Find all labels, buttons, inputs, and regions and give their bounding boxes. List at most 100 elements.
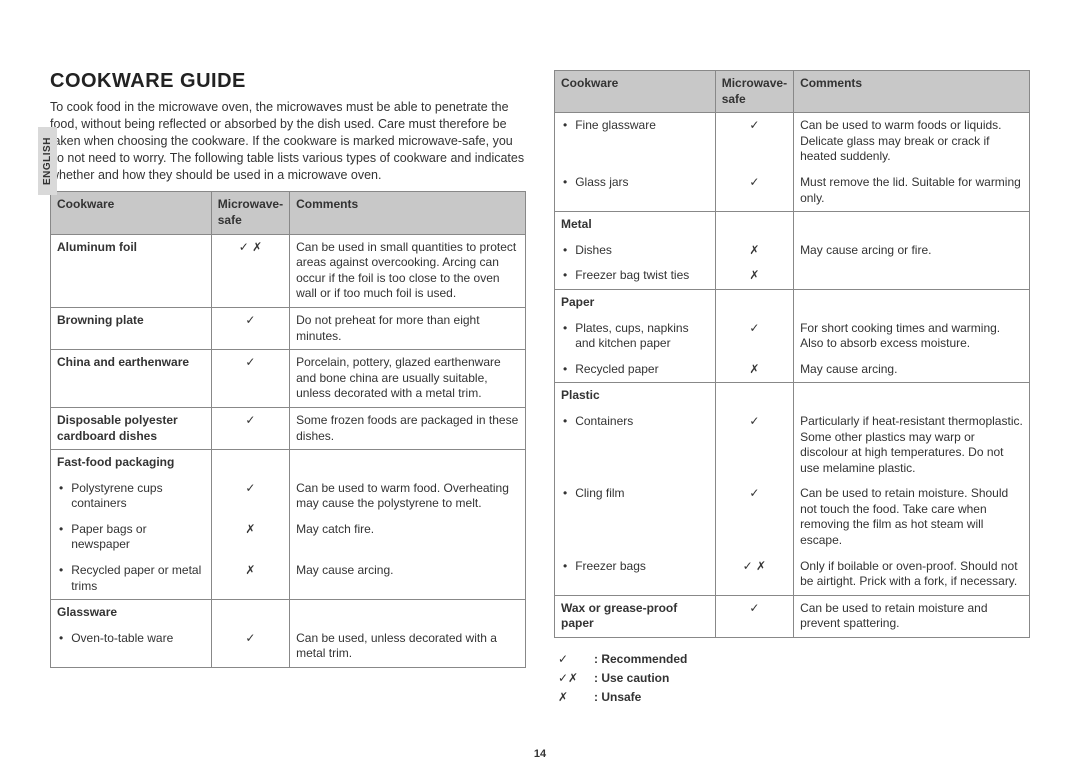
- legend-text: : Unsafe: [594, 688, 641, 707]
- cell-cookware: Metal: [555, 212, 716, 238]
- cell-safe: ✓: [211, 476, 289, 517]
- cell-safe: ✓: [211, 350, 289, 408]
- cell-safe: ✓ ✗: [211, 234, 289, 307]
- table-row: Oven-to-table ware✓Can be used, unless d…: [51, 626, 526, 668]
- cell-cookware: Fast-food packaging: [51, 450, 212, 476]
- cell-comments: Must remove the lid. Suitable for warmin…: [794, 170, 1030, 212]
- left-column: COOKWARE GUIDE To cook food in the micro…: [50, 70, 526, 708]
- intro-paragraph: To cook food in the microwave oven, the …: [50, 99, 526, 183]
- table-row: Recycled paper✗May cause arcing.: [555, 357, 1030, 383]
- cell-cookware: Containers: [555, 409, 716, 481]
- table-header-row: Cookware Microwave-safe Comments: [555, 71, 1030, 113]
- cell-cookware: Plates, cups, napkins and kitchen paper: [555, 316, 716, 357]
- table-row: Cling film✓Can be used to retain moistur…: [555, 481, 1030, 553]
- cell-comments: Do not preheat for more than eight minut…: [290, 307, 526, 349]
- cell-cookware: Aluminum foil: [51, 234, 212, 307]
- table-row: Containers✓Particularly if heat-resistan…: [555, 409, 1030, 481]
- table-row: China and earthenware✓Porcelain, pottery…: [51, 350, 526, 408]
- cell-safe: ✓ ✗: [715, 554, 793, 596]
- table-header-row: Cookware Microwave-safe Comments: [51, 192, 526, 234]
- table-row: Fast-food packaging: [51, 450, 526, 476]
- cell-safe: ✓: [715, 481, 793, 553]
- table-row: Paper bags or newspaper✗May catch fire.: [51, 517, 526, 558]
- cell-comments: Can be used to retain moisture. Should n…: [794, 481, 1030, 553]
- legend-text: : Use caution: [594, 669, 669, 688]
- cell-safe: [715, 289, 793, 315]
- cell-safe: [715, 212, 793, 238]
- table-row: Freezer bag twist ties✗: [555, 263, 1030, 289]
- cell-comments: [794, 212, 1030, 238]
- table-row: Fine glassware✓Can be used to warm foods…: [555, 113, 1030, 170]
- cell-comments: [290, 600, 526, 626]
- manual-page: ENGLISH COOKWARE GUIDE To cook food in t…: [0, 0, 1080, 782]
- table-row: Browning plate✓Do not preheat for more t…: [51, 307, 526, 349]
- cell-cookware: Oven-to-table ware: [51, 626, 212, 668]
- language-tab: ENGLISH: [38, 127, 57, 195]
- col-header-safe: Microwave-safe: [211, 192, 289, 234]
- table-row: Polystyrene cups containers✓Can be used …: [51, 476, 526, 517]
- cell-comments: Can be used in small quantities to prote…: [290, 234, 526, 307]
- cell-comments: May cause arcing.: [290, 558, 526, 600]
- page-title: COOKWARE GUIDE: [50, 70, 526, 93]
- cell-cookware: Paper bags or newspaper: [51, 517, 212, 558]
- cell-safe: ✓: [715, 170, 793, 212]
- cell-safe: ✓: [715, 316, 793, 357]
- cell-comments: [794, 263, 1030, 289]
- cell-cookware: Recycled paper: [555, 357, 716, 383]
- legend: ✓ : Recommended ✓✗ : Use caution ✗ : Uns…: [554, 650, 1030, 708]
- right-column: Cookware Microwave-safe Comments Fine gl…: [554, 70, 1030, 708]
- legend-row: ✓✗ : Use caution: [554, 669, 1030, 688]
- cell-cookware: Freezer bag twist ties: [555, 263, 716, 289]
- cell-safe: ✗: [211, 517, 289, 558]
- cell-cookware: Glassware: [51, 600, 212, 626]
- table-row: Aluminum foil✓ ✗Can be used in small qua…: [51, 234, 526, 307]
- table-row: Wax or grease-proof paper✓Can be used to…: [555, 595, 1030, 637]
- cell-cookware: Wax or grease-proof paper: [555, 595, 716, 637]
- cell-safe: ✓: [715, 113, 793, 170]
- legend-row: ✗ : Unsafe: [554, 688, 1030, 707]
- table-row: Dishes✗May cause arcing or fire.: [555, 238, 1030, 264]
- cell-safe: [715, 383, 793, 409]
- legend-symbol: ✓: [554, 650, 594, 669]
- cell-cookware: Cling film: [555, 481, 716, 553]
- cell-cookware: Recycled paper or metal trims: [51, 558, 212, 600]
- two-column-layout: COOKWARE GUIDE To cook food in the micro…: [50, 70, 1030, 708]
- table-row: Metal: [555, 212, 1030, 238]
- col-header-comments: Comments: [794, 71, 1030, 113]
- cell-comments: Some frozen foods are packaged in these …: [290, 407, 526, 449]
- cell-comments: May cause arcing.: [794, 357, 1030, 383]
- col-header-cookware: Cookware: [555, 71, 716, 113]
- table-row: Plates, cups, napkins and kitchen paper✓…: [555, 316, 1030, 357]
- legend-text: : Recommended: [594, 650, 687, 669]
- cell-cookware: Disposable polyester cardboard dishes: [51, 407, 212, 449]
- cookware-table-right: Cookware Microwave-safe Comments Fine gl…: [554, 70, 1030, 638]
- cell-safe: ✓: [211, 626, 289, 668]
- table-row: Paper: [555, 289, 1030, 315]
- cell-comments: [794, 383, 1030, 409]
- table-row: Glassware: [51, 600, 526, 626]
- table-row: Disposable polyester cardboard dishes✓So…: [51, 407, 526, 449]
- col-header-cookware: Cookware: [51, 192, 212, 234]
- legend-row: ✓ : Recommended: [554, 650, 1030, 669]
- cell-cookware: Browning plate: [51, 307, 212, 349]
- cell-safe: ✓: [211, 407, 289, 449]
- cell-comments: Porcelain, pottery, glazed earthenware a…: [290, 350, 526, 408]
- cell-safe: ✗: [211, 558, 289, 600]
- cell-safe: ✓: [715, 595, 793, 637]
- cell-comments: Particularly if heat-resistant thermopla…: [794, 409, 1030, 481]
- cell-comments: [794, 289, 1030, 315]
- legend-symbol: ✓✗: [554, 669, 594, 688]
- cell-cookware: Fine glassware: [555, 113, 716, 170]
- cell-safe: ✗: [715, 357, 793, 383]
- cell-comments: Only if boilable or oven-proof. Should n…: [794, 554, 1030, 596]
- cell-comments: For short cooking times and warming. Als…: [794, 316, 1030, 357]
- page-number: 14: [0, 748, 1080, 760]
- cell-cookware: China and earthenware: [51, 350, 212, 408]
- cell-safe: [211, 450, 289, 476]
- cell-comments: Can be used to warm food. Overheating ma…: [290, 476, 526, 517]
- cell-cookware: Plastic: [555, 383, 716, 409]
- cell-cookware: Glass jars: [555, 170, 716, 212]
- cell-comments: [290, 450, 526, 476]
- cell-cookware: Freezer bags: [555, 554, 716, 596]
- cookware-table-left: Cookware Microwave-safe Comments Aluminu…: [50, 191, 526, 668]
